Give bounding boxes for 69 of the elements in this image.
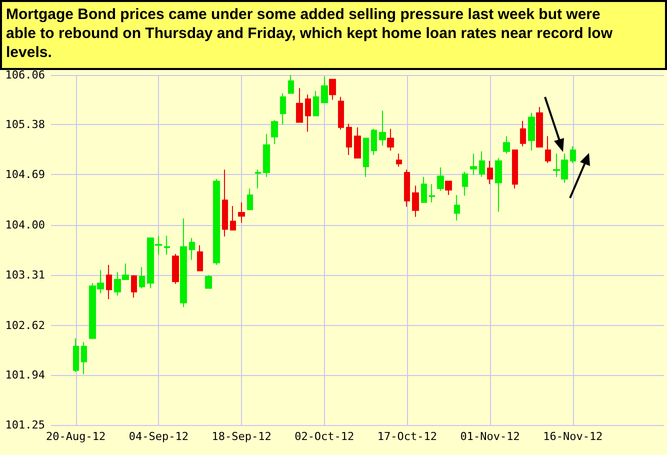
candlestick xyxy=(462,171,468,196)
candlestick xyxy=(512,149,518,190)
candlestick xyxy=(280,92,286,125)
candlestick xyxy=(321,76,328,104)
candlestick xyxy=(421,176,427,203)
y-tick-label: 104.00 xyxy=(5,218,45,232)
candlestick xyxy=(470,153,477,176)
chart-title: Mortgage Bond prices came under some added selling pressure last week but were able to rebound on Thursday and Friday, which kept home loan rates near record low levels. xyxy=(0,0,667,70)
x-tick-label: 02-Oct-12 xyxy=(294,430,354,443)
candlestick xyxy=(445,180,452,196)
candlestick xyxy=(263,133,270,178)
x-tick-label: 20-Aug-12 xyxy=(46,430,106,443)
candlestick xyxy=(454,194,460,222)
candlestick xyxy=(213,178,220,266)
candlestick xyxy=(313,90,319,116)
candlestick xyxy=(81,342,87,375)
candlestick xyxy=(255,169,261,190)
y-tick-label: 106.06 xyxy=(5,68,45,82)
candlestick xyxy=(379,110,386,146)
candlestick xyxy=(205,274,212,289)
candlestick xyxy=(371,128,377,156)
candlestick xyxy=(329,78,336,100)
candlestick xyxy=(429,184,435,203)
y-tick-label: 103.31 xyxy=(5,268,45,282)
candlestick xyxy=(346,123,352,156)
candlestick xyxy=(172,254,179,284)
y-tick-label: 101.25 xyxy=(5,418,45,432)
candlestick xyxy=(222,169,228,238)
x-tick-label: 01-Nov-12 xyxy=(460,430,520,443)
x-tick-label: 04-Sep-12 xyxy=(128,430,188,443)
candlestick xyxy=(387,128,394,152)
candlestick xyxy=(247,188,253,210)
candlestick xyxy=(288,74,294,94)
candlestick xyxy=(180,218,187,308)
y-tick-label: 105.38 xyxy=(5,118,45,131)
candlestick xyxy=(528,112,535,152)
candlestick xyxy=(106,264,112,300)
x-tick-label: 18-Sep-12 xyxy=(212,430,272,443)
candlestick xyxy=(189,237,195,260)
candlestick xyxy=(296,88,303,123)
candlestick xyxy=(238,202,245,224)
candlestick xyxy=(396,153,402,168)
candlestick xyxy=(404,169,410,208)
candlestick xyxy=(487,160,493,185)
y-tick-label: 104.69 xyxy=(5,168,45,182)
candlestick xyxy=(536,106,543,148)
candlestick xyxy=(338,96,344,130)
candlestick xyxy=(495,157,502,212)
candlestick xyxy=(354,126,361,158)
candlestick xyxy=(363,138,369,178)
candlestick xyxy=(412,185,419,218)
candlestick xyxy=(230,205,236,230)
candlestick xyxy=(164,235,170,256)
candlestick xyxy=(545,136,551,164)
candlestick xyxy=(479,150,485,178)
candlestick xyxy=(197,244,203,272)
candlestick xyxy=(73,338,79,372)
candlestick xyxy=(503,136,510,154)
candlestick xyxy=(437,166,444,192)
candlestick xyxy=(139,266,145,289)
candlestick xyxy=(570,146,576,164)
candlestick xyxy=(271,120,278,145)
y-tick-label: 101.94 xyxy=(5,368,46,382)
x-tick-label: 17-Oct-12 xyxy=(377,430,438,443)
candlestick xyxy=(131,274,137,298)
x-tick-label: 16-Nov-12 xyxy=(543,430,603,443)
candlestick xyxy=(305,94,311,132)
y-tick-label: 102.62 xyxy=(5,318,45,332)
candlestick xyxy=(520,120,526,147)
